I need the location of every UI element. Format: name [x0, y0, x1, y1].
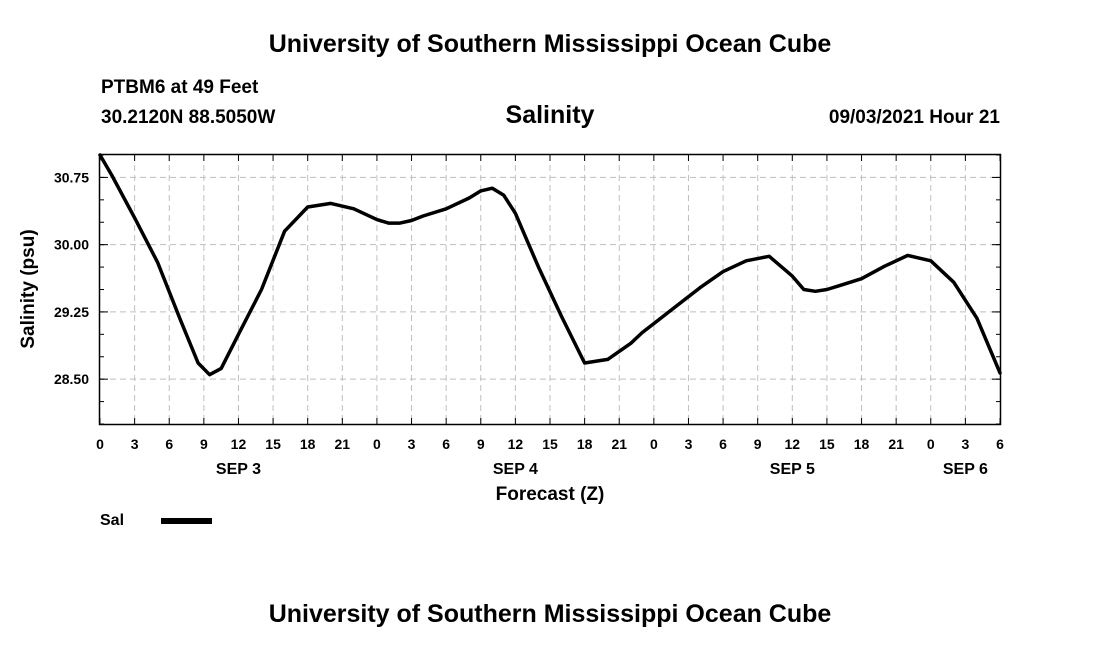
x-tick-label: 15: [819, 436, 835, 452]
date-label: SEP 6: [943, 461, 988, 478]
x-tick-label: 6: [996, 436, 1004, 452]
x-tick-label: 6: [442, 436, 450, 452]
x-tick-label: 21: [611, 436, 627, 452]
plot-frame: [98, 153, 1002, 426]
date-labels: SEP 3 SEP 4 SEP 5 SEP 6: [216, 461, 988, 478]
x-tick-label: 0: [373, 436, 381, 452]
chart-title: Salinity: [505, 101, 595, 129]
x-tick-label: 0: [96, 436, 104, 452]
x-tick-label: 3: [685, 436, 693, 452]
y-tick-label: 29.25: [54, 304, 89, 320]
date-label: SEP 5: [770, 461, 815, 478]
x-tick-label: 18: [854, 436, 870, 452]
x-tick-label: 6: [165, 436, 173, 452]
date-label: SEP 3: [216, 461, 261, 478]
x-tick-label: 3: [131, 436, 139, 452]
x-tick-label: 18: [577, 436, 593, 452]
y-tick-label: 30.00: [54, 237, 89, 253]
x-tick-label: 21: [888, 436, 904, 452]
x-tick-label: 6: [719, 436, 727, 452]
x-tick-label: 3: [408, 436, 416, 452]
y-tick-labels: 28.50 29.25 30.00 30.75: [54, 169, 89, 387]
y-tick-label: 30.75: [54, 169, 89, 185]
salinity-series-line: [98, 153, 1002, 377]
y-axis-title: Salinity (psu): [18, 229, 39, 348]
x-tick-label: 12: [231, 436, 247, 452]
x-tick-label: 12: [785, 436, 801, 452]
y-tick-label: 28.50: [54, 371, 89, 387]
station-coordinates: 30.2120N 88.5050W: [101, 107, 276, 128]
grid-lines: [100, 155, 1000, 424]
x-tick-label: 9: [200, 436, 208, 452]
x-tick-label: 15: [542, 436, 558, 452]
x-tick-label: 15: [265, 436, 281, 452]
x-tick-label: 12: [508, 436, 524, 452]
x-tick-label: 18: [300, 436, 316, 452]
x-tick-labels: 0 3 6 9 12 15 18 21 0 3 6 9 12 15 18 21 0 3 6 9 12 15 18 21 0 3 6: [96, 436, 1004, 452]
page-title: University of Southern Mississippi Ocean…: [268, 30, 832, 58]
x-tick-label: 3: [961, 436, 969, 452]
axis-ticks: [99, 154, 1001, 425]
station-name: PTBM6 at 49 Feet: [101, 77, 259, 98]
footer-title: University of Southern Mississippi Ocean…: [268, 600, 832, 628]
x-tick-label: 9: [754, 436, 762, 452]
x-tick-label: 9: [477, 436, 485, 452]
legend-label: Sal: [100, 512, 124, 529]
x-tick-label: 0: [927, 436, 935, 452]
date-label: SEP 4: [493, 461, 538, 478]
forecast-timestamp: 09/03/2021 Hour 21: [828, 107, 1000, 128]
x-axis-title: Forecast (Z): [496, 484, 605, 505]
x-tick-label: 21: [335, 436, 351, 452]
x-tick-label: 0: [650, 436, 658, 452]
